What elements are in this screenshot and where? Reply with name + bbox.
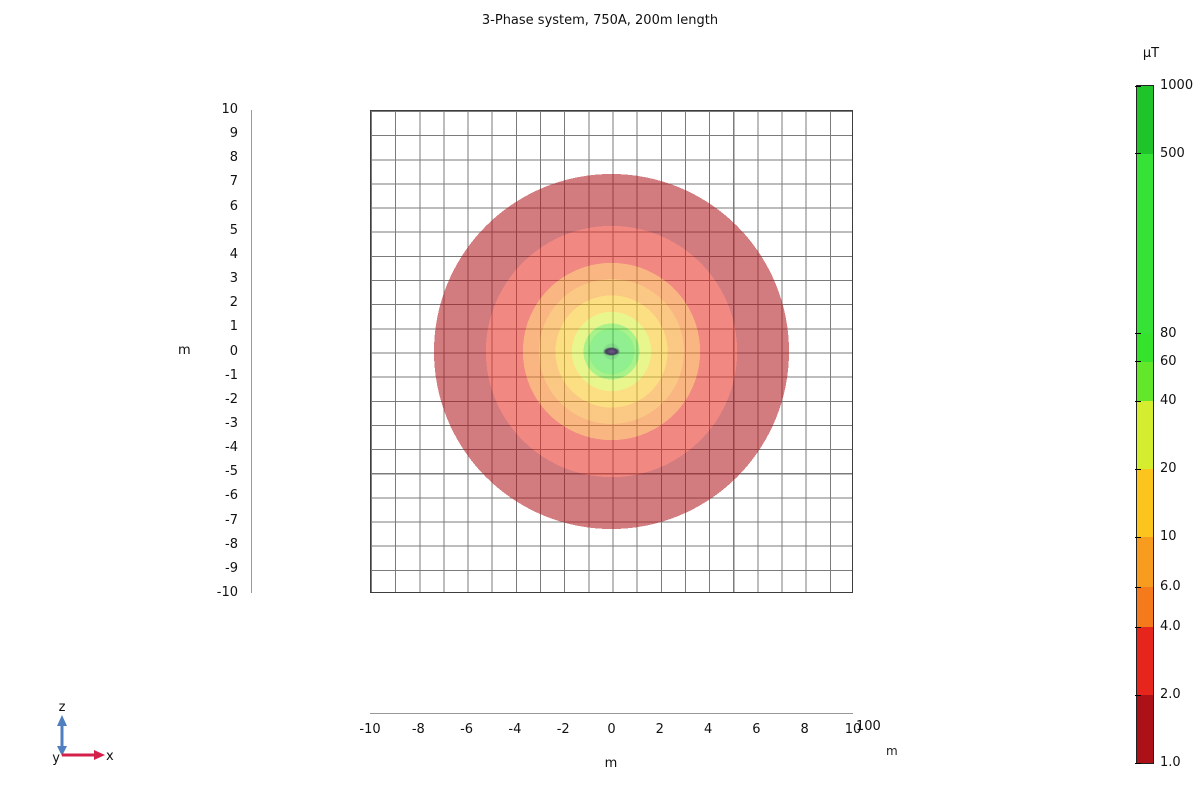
colorbar-tick-label: 20 <box>1160 461 1177 477</box>
x-axis-arrow-icon <box>62 750 105 760</box>
coordinate-triad: z x y <box>52 700 114 766</box>
y-axis-unit-label: m <box>178 343 191 358</box>
conductor-cross-section <box>603 347 620 356</box>
triad-label-y: y <box>52 751 60 766</box>
colorbar-tick-label: 1.0 <box>1160 755 1181 770</box>
colorbar-tick <box>1135 400 1141 402</box>
y-tick-label: 5 <box>229 222 238 238</box>
y-tick-label: -4 <box>225 440 238 456</box>
y-tick-label: -10 <box>216 585 238 600</box>
y-tick-label: 7 <box>229 174 238 190</box>
x-tick-label: -8 <box>411 722 425 737</box>
colorbar-tick <box>1135 694 1141 696</box>
x-axis-unit-label: m <box>604 756 618 771</box>
colorbar-tick <box>1135 762 1141 764</box>
triad-label-z: z <box>59 700 66 715</box>
y-tick-label: -7 <box>225 512 238 528</box>
y-tick-label: 0 <box>229 343 238 359</box>
y-tick-label: 1 <box>229 319 238 335</box>
colorbar-tick-label: 40 <box>1160 393 1177 409</box>
x-tick-label: -2 <box>556 722 570 737</box>
y-tick-label: -2 <box>225 391 238 407</box>
x-tick-label: -4 <box>508 722 522 737</box>
y-tick-label: -3 <box>225 415 238 431</box>
x-tick-label: -10 <box>359 722 381 737</box>
y-tick-label: 8 <box>229 150 238 166</box>
colorbar-tick-label: 60 <box>1160 353 1177 369</box>
x-tick-label: 4 <box>703 722 713 737</box>
plot-title: 3-Phase system, 750A, 200m length <box>481 13 719 28</box>
colorbar <box>1135 85 1154 764</box>
y-tick-label: -1 <box>225 367 238 383</box>
colorbar-tick-label: 10 <box>1160 529 1177 545</box>
triad-label-x: x <box>106 749 114 764</box>
x-tick-label: -6 <box>460 722 474 737</box>
colorbar-tick-label: 80 <box>1160 325 1177 341</box>
depth-axis-unit-label: m <box>886 744 898 758</box>
y-tick-label: -5 <box>225 464 238 480</box>
colorbar-tick <box>1135 626 1141 628</box>
x-axis-ruler <box>370 713 853 714</box>
y-tick-label: 6 <box>229 198 238 214</box>
y-tick-label: -8 <box>225 536 238 552</box>
y-tick-label: -6 <box>225 488 238 504</box>
colorbar-segment <box>1137 537 1153 588</box>
colorbar-tick <box>1135 85 1141 87</box>
colorbar-tick <box>1135 361 1141 363</box>
x-tick-label: 8 <box>800 722 809 737</box>
y-axis-ruler <box>251 110 252 593</box>
colorbar-segment <box>1137 86 1153 154</box>
colorbar-segment <box>1137 153 1153 334</box>
x-tick-label: 6 <box>752 722 761 737</box>
colorbar-tick <box>1135 536 1141 538</box>
y-tick-label: 2 <box>229 295 238 311</box>
x-tick-label: 10 <box>844 722 862 737</box>
colorbar-tick-label: 2.0 <box>1160 687 1181 703</box>
colorbar-segment <box>1137 627 1153 696</box>
colorbar-tick-label: 4.0 <box>1160 619 1181 635</box>
colorbar-tick-label: 500 <box>1160 145 1185 161</box>
colorbar-tick <box>1135 333 1141 335</box>
colorbar-tick <box>1135 468 1141 470</box>
colorbar-segment <box>1137 469 1153 538</box>
x-tick-label: 0 <box>607 722 616 737</box>
y-tick-label: 3 <box>229 271 238 287</box>
colorbar-segment <box>1137 695 1153 763</box>
colorbar-segment <box>1137 587 1153 628</box>
x-tick-label: 2 <box>655 722 664 737</box>
colorbar-tick <box>1135 586 1141 588</box>
colorbar-tick-label: 6.0 <box>1160 579 1181 595</box>
y-tick-label: 10 <box>221 102 238 117</box>
y-tick-label: -9 <box>225 560 238 576</box>
colorbar-tick <box>1135 153 1141 155</box>
colorbar-segment <box>1137 361 1153 402</box>
colorbar-tick-label: 1000 <box>1160 78 1194 93</box>
colorbar-segment <box>1137 401 1153 470</box>
y-tick-label: 4 <box>229 246 238 262</box>
depth-axis-tick-label: 100 <box>856 719 881 734</box>
y-tick-label: 9 <box>229 126 238 142</box>
z-axis-arrow-icon <box>57 715 67 756</box>
colorbar-segment <box>1137 333 1153 362</box>
colorbar-unit-label: µT <box>1142 46 1160 61</box>
